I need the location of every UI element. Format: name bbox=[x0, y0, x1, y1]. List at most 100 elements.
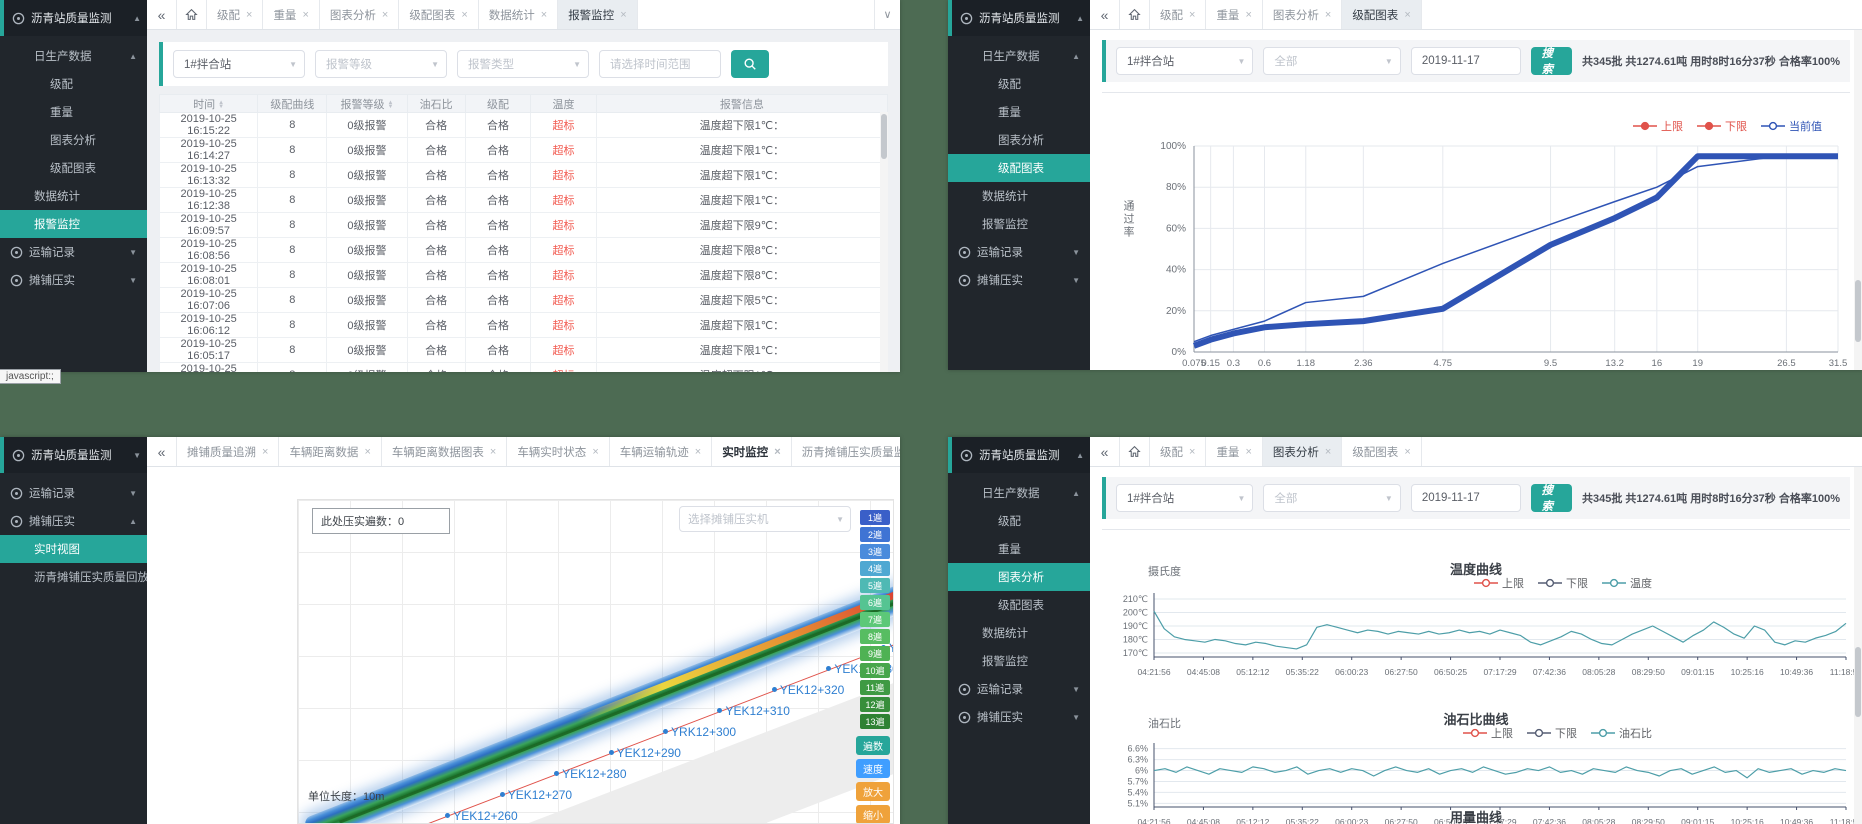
pass-count-chip-7遍[interactable]: 7遍 bbox=[860, 612, 890, 627]
date-input[interactable]: 2019-11-17 bbox=[1410, 47, 1522, 75]
pass-count-chip-8遍[interactable]: 8遍 bbox=[860, 629, 890, 644]
tab-沥青摊铺压实质量监测[interactable]: 沥青摊铺压实质量监测× bbox=[792, 437, 900, 466]
legend-item-上限[interactable]: 上限 bbox=[1633, 118, 1683, 134]
sidebar-item-日生产数据[interactable]: 日生产数据 ▲ bbox=[0, 42, 147, 70]
pass-count-chip-3遍[interactable]: 3遍 bbox=[860, 544, 890, 559]
tab-报警监控[interactable]: 报警监控 × bbox=[558, 0, 638, 29]
pass-count-chip-13遍[interactable]: 13遍 bbox=[860, 714, 890, 729]
tab-级配图表[interactable]: 级配图表 × bbox=[1342, 0, 1422, 29]
pass-count-chip-4遍[interactable]: 4遍 bbox=[860, 561, 890, 576]
tab-级配[interactable]: 级配 × bbox=[207, 0, 264, 29]
pass-count-chip-5遍[interactable]: 5遍 bbox=[860, 578, 890, 593]
sidebar-item-报警监控[interactable]: 报警监控 bbox=[948, 210, 1090, 238]
legend-item-下限[interactable]: 下限 bbox=[1527, 725, 1577, 741]
sidebar-item-摊铺压实[interactable]: 摊铺压实 ▲ bbox=[0, 507, 147, 535]
tab-车辆运输轨迹[interactable]: 车辆运输轨迹 × bbox=[610, 437, 713, 466]
sidebar-item-摊铺压实[interactable]: 摊铺压实 ▼ bbox=[948, 266, 1090, 294]
pass-count-chip-12遍[interactable]: 12遍 bbox=[860, 697, 890, 712]
home-tab-icon[interactable] bbox=[1120, 437, 1150, 466]
collapse-sidebar-button[interactable]: « bbox=[147, 0, 177, 29]
collapse-sidebar-button[interactable]: « bbox=[147, 437, 177, 466]
sidebar-item-实时视图[interactable]: 实时视图 bbox=[0, 535, 147, 563]
time-range-input[interactable]: 请选择时间范围 bbox=[599, 50, 721, 78]
legend-item-上限[interactable]: 上限 bbox=[1474, 575, 1524, 591]
map-button-速度[interactable]: 速度 bbox=[856, 759, 890, 778]
tab-图表分析[interactable]: 图表分析 × bbox=[320, 0, 400, 29]
sidebar-item-摊铺压实[interactable]: 摊铺压实 ▼ bbox=[948, 703, 1090, 731]
tab-重量[interactable]: 重量 × bbox=[1206, 0, 1263, 29]
sidebar-item-级配[interactable]: 级配 bbox=[0, 70, 147, 98]
sidebar-item-级配[interactable]: 级配 bbox=[948, 507, 1090, 535]
station-select[interactable]: 1#拌合站 ▼ bbox=[1116, 484, 1254, 512]
close-icon[interactable]: × bbox=[1189, 8, 1196, 21]
home-tab-icon[interactable] bbox=[177, 0, 207, 29]
close-icon[interactable]: × bbox=[1245, 445, 1252, 458]
search-button[interactable]: 搜索 bbox=[1531, 47, 1572, 76]
sidebar-item-级配[interactable]: 级配 bbox=[948, 70, 1090, 98]
sidebar-item-日生产数据[interactable]: 日生产数据 ▲ bbox=[948, 479, 1090, 507]
tab-摊铺质量追溯[interactable]: 摊铺质量追溯 × bbox=[177, 437, 280, 466]
close-icon[interactable]: × bbox=[1189, 445, 1196, 458]
page-scrollbar[interactable] bbox=[1854, 467, 1862, 824]
close-icon[interactable]: × bbox=[1324, 445, 1332, 458]
close-icon[interactable]: × bbox=[620, 8, 627, 21]
sidebar-item-级配图表[interactable]: 级配图表 bbox=[948, 591, 1090, 619]
station-select[interactable]: 1#拌合站 ▼ bbox=[1116, 47, 1254, 75]
date-input[interactable]: 2019-11-17 bbox=[1410, 484, 1522, 512]
legend-item-油石比[interactable]: 油石比 bbox=[1591, 725, 1652, 741]
sidebar-item-运输记录[interactable]: 运输记录 ▼ bbox=[948, 675, 1090, 703]
close-icon[interactable]: × bbox=[262, 445, 269, 458]
search-button[interactable]: 搜索 bbox=[1531, 484, 1572, 513]
close-icon[interactable]: × bbox=[461, 8, 468, 21]
sidebar-header[interactable]: 沥青站质量监测 ▼ bbox=[0, 437, 147, 473]
pass-count-chip-11遍[interactable]: 11遍 bbox=[860, 680, 890, 695]
close-icon[interactable]: × bbox=[592, 445, 599, 458]
sidebar-item-运输记录[interactable]: 运输记录 ▼ bbox=[948, 238, 1090, 266]
sidebar-item-图表分析[interactable]: 图表分析 bbox=[948, 126, 1090, 154]
legend-item-下限[interactable]: 下限 bbox=[1697, 118, 1747, 134]
close-icon[interactable]: × bbox=[774, 445, 781, 458]
type-select[interactable]: 全部 ▼ bbox=[1263, 47, 1401, 75]
search-button[interactable] bbox=[731, 50, 769, 78]
sort-icon[interactable]: ▲ ▼ bbox=[387, 100, 393, 110]
close-icon[interactable]: × bbox=[540, 8, 548, 21]
sidebar-item-级配图表[interactable]: 级配图表 bbox=[948, 154, 1090, 182]
tab-重量[interactable]: 重量 × bbox=[263, 0, 320, 29]
sidebar-header[interactable]: 沥青站质量监测 ▲ bbox=[948, 0, 1090, 36]
tab-车辆距离数据图表[interactable]: 车辆距离数据图表 × bbox=[382, 437, 508, 466]
tab-list-dropdown[interactable]: ∨ bbox=[874, 0, 900, 29]
tab-重量[interactable]: 重量 × bbox=[1206, 437, 1263, 466]
alarm-level-select[interactable]: 报警等级 ▼ bbox=[315, 50, 447, 78]
legend-item-当前值[interactable]: 当前值 bbox=[1761, 118, 1822, 134]
map-button-遍数[interactable]: 遍数 bbox=[856, 736, 890, 755]
tab-图表分析[interactable]: 图表分析 × bbox=[1263, 0, 1343, 29]
sidebar-item-运输记录[interactable]: 运输记录 ▼ bbox=[0, 238, 147, 266]
close-icon[interactable]: × bbox=[381, 8, 389, 21]
tab-车辆距离数据[interactable]: 车辆距离数据 × bbox=[279, 437, 382, 466]
compaction-map[interactable]: YEK12+250YEK12+260YEK12+270YEK12+280YEK1… bbox=[297, 499, 894, 824]
sidebar-item-重量[interactable]: 重量 bbox=[948, 98, 1090, 126]
sidebar-item-图表分析[interactable]: 图表分析 bbox=[948, 563, 1090, 591]
close-icon[interactable]: × bbox=[694, 445, 702, 458]
sidebar-item-数据统计[interactable]: 数据统计 bbox=[948, 619, 1090, 647]
sidebar-item-摊铺压实[interactable]: 摊铺压实 ▼ bbox=[0, 266, 147, 294]
close-icon[interactable]: × bbox=[1404, 8, 1411, 21]
sidebar-item-重量[interactable]: 重量 bbox=[0, 98, 147, 126]
close-icon[interactable]: × bbox=[1324, 8, 1332, 21]
sidebar-item-数据统计[interactable]: 数据统计 bbox=[948, 182, 1090, 210]
legend-item-下限[interactable]: 下限 bbox=[1538, 575, 1588, 591]
collapse-sidebar-button[interactable]: « bbox=[1090, 0, 1120, 29]
collapse-sidebar-button[interactable]: « bbox=[1090, 437, 1120, 466]
table-vertical-scrollbar[interactable] bbox=[880, 112, 888, 372]
tab-级配[interactable]: 级配 × bbox=[1150, 0, 1207, 29]
pass-count-chip-10遍[interactable]: 10遍 bbox=[860, 663, 890, 678]
legend-item-温度[interactable]: 温度 bbox=[1602, 575, 1652, 591]
close-icon[interactable]: × bbox=[489, 445, 497, 458]
type-select[interactable]: 全部 ▼ bbox=[1263, 484, 1401, 512]
close-icon[interactable]: × bbox=[1404, 445, 1411, 458]
station-select[interactable]: 1#拌合站 ▼ bbox=[173, 50, 305, 78]
sidebar-item-图表分析[interactable]: 图表分析 bbox=[0, 126, 147, 154]
sidebar-item-报警监控[interactable]: 报警监控 bbox=[948, 647, 1090, 675]
column-header-时间[interactable]: 时间 ▲ ▼ bbox=[158, 94, 259, 113]
sidebar-item-沥青摊铺压实质量回放[interactable]: 沥青摊铺压实质量回放 bbox=[0, 563, 147, 591]
